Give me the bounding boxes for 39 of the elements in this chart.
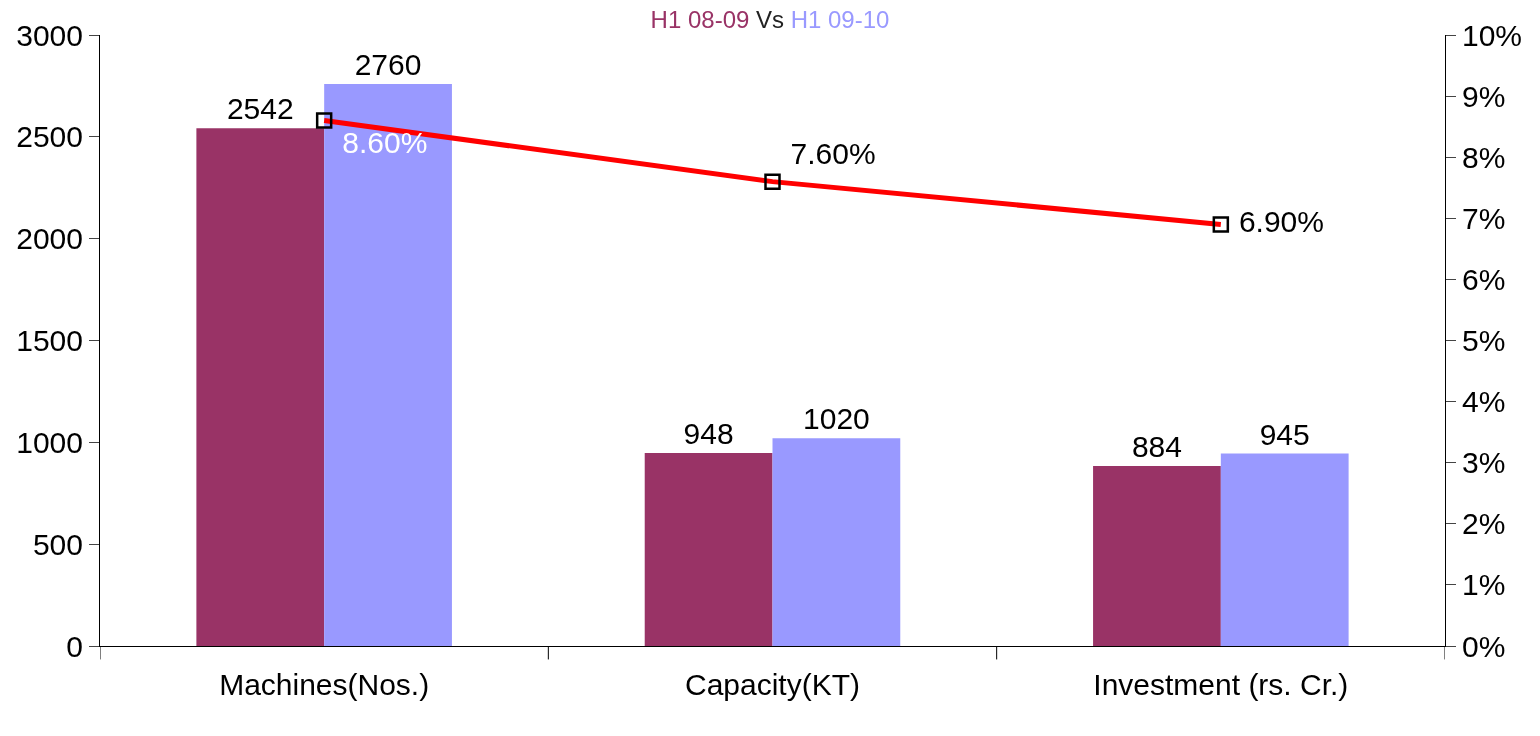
y-tick-label: 2000 — [16, 222, 83, 256]
y2-tick-label: 1% — [1462, 568, 1506, 602]
y-tick-label: 1500 — [16, 324, 83, 357]
y2-tick-label: 2% — [1462, 507, 1506, 541]
y2-tick-label: 6% — [1462, 262, 1506, 296]
bar — [644, 452, 773, 646]
x-tick-label: Machines(Nos.) — [219, 668, 430, 701]
x-tick-label: Investment (rs. Cr.) — [1093, 668, 1349, 701]
data-label: 2542 — [226, 92, 294, 126]
text: H1 08-09 — [650, 5, 750, 33]
data-label: 948 — [683, 416, 734, 450]
data-label: 6.90% — [1230, 204, 1333, 238]
y-tick-label: 2500 — [16, 120, 83, 154]
y2-tick-label: 4% — [1462, 385, 1506, 419]
text: H1 09-10 — [790, 5, 890, 33]
bar — [324, 83, 452, 646]
y2-tick-label: 0% — [1462, 629, 1506, 663]
data-label: 945 — [1259, 417, 1310, 451]
y-tick-label: 1000 — [16, 425, 83, 459]
y2-tick-label: 7% — [1462, 201, 1506, 235]
bar — [772, 438, 901, 646]
bar — [1220, 453, 1349, 646]
x-tick-label: Capacity(KT) — [684, 668, 861, 701]
data-label: 884 — [1131, 429, 1182, 463]
y2-tick-label: 9% — [1462, 79, 1506, 113]
y-tick-label: 3000 — [16, 18, 83, 52]
data-label: 1020 — [803, 402, 870, 436]
data-label: 7.60% — [782, 137, 884, 171]
chart-title: Vs — [755, 5, 785, 33]
y2-tick-label: 3% — [1462, 446, 1506, 480]
y-tick-label: 0 — [66, 629, 83, 663]
y2-tick-label: 10% — [1462, 18, 1523, 52]
data-label: 8.60% — [333, 125, 436, 159]
y2-tick-label: 8% — [1462, 140, 1506, 174]
data-label: 2760 — [354, 47, 422, 81]
bar — [196, 128, 325, 646]
bar — [1093, 465, 1221, 646]
y2-tick-label: 5% — [1462, 324, 1506, 357]
y-tick-label: 500 — [32, 527, 83, 561]
